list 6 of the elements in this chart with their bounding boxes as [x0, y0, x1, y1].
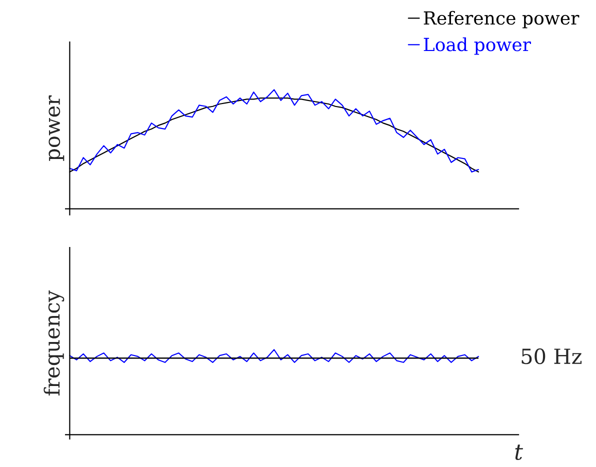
y-axis-title: power: [48, 95, 64, 161]
x-axis-title: t: [515, 444, 524, 460]
legend-label: Load power: [424, 37, 531, 55]
ref-line-label: 50 Hz: [522, 348, 582, 364]
legend-label: Reference power: [424, 10, 580, 28]
y-axis-title: frequency: [44, 290, 64, 396]
